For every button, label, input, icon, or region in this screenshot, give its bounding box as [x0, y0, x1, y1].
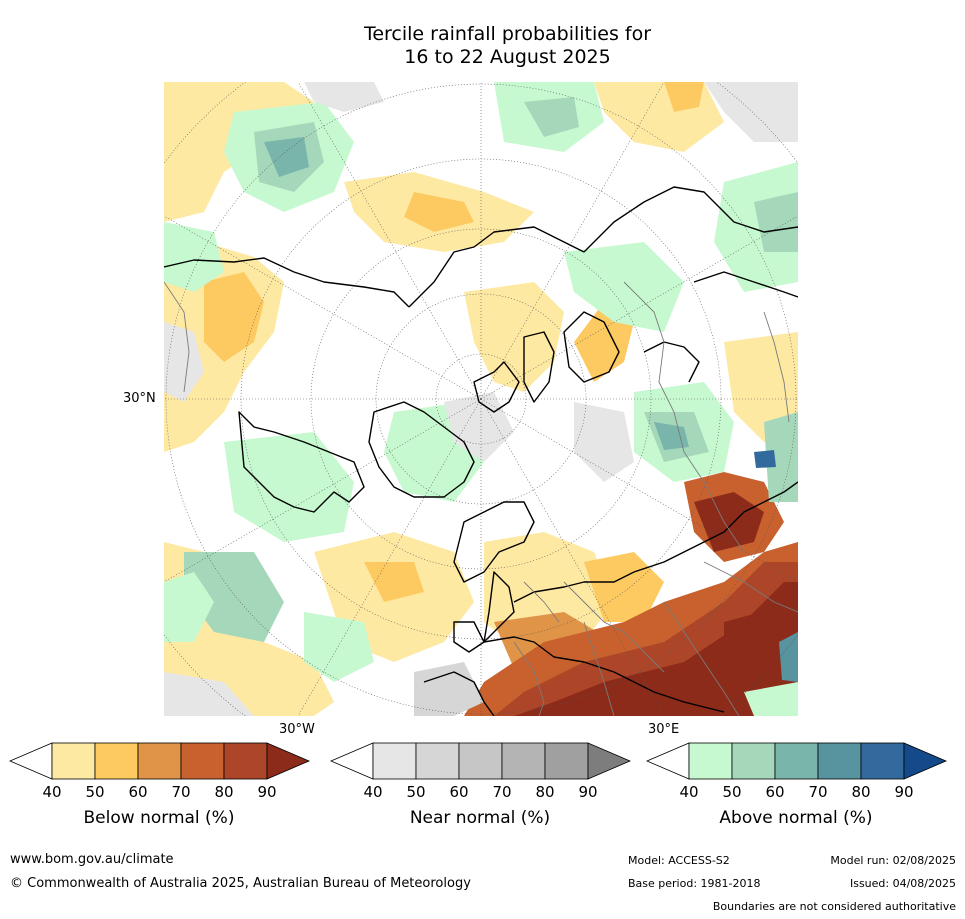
- below-colorbar-tick-label: 70: [171, 783, 191, 801]
- near-colorbar-tick-label: 70: [492, 783, 512, 801]
- near-colorbar-segment: [415, 742, 460, 780]
- above-colorbar-segment: [688, 742, 733, 780]
- footer-model: Model: ACCESS-S2: [628, 854, 730, 867]
- above-colorbar-segment: [860, 742, 905, 780]
- near-colorbar-low-arrow: [329, 742, 374, 780]
- below-colorbar-high-arrow: [266, 742, 311, 780]
- above-colorbar-high-arrow: [903, 742, 948, 780]
- footer-copyright: © Commonwealth of Australia 2025, Austra…: [10, 876, 471, 891]
- rainfall-probability-map: [164, 82, 798, 716]
- near-colorbar-segment: [458, 742, 503, 780]
- footer-model-run: Model run: 02/08/2025: [830, 854, 956, 867]
- footer-base-period: Base period: 1981-2018: [628, 877, 761, 890]
- near-colorbar-segment: [544, 742, 589, 780]
- above-colorbar-tick-label: 50: [722, 783, 742, 801]
- near-colorbar-segment: [372, 742, 417, 780]
- below-colorbar-tick-label: 90: [257, 783, 277, 801]
- above-normal-colorbar: [645, 742, 948, 780]
- below-normal-colorbar: [8, 742, 311, 780]
- below-colorbar-tick-label: 60: [128, 783, 148, 801]
- above-normal-regions: [164, 82, 798, 716]
- near-colorbar-tick-label: 90: [578, 783, 598, 801]
- above-normal-label: Above normal (%): [719, 808, 873, 828]
- above-colorbar-tick-label: 90: [894, 783, 914, 801]
- above-colorbar-segment: [731, 742, 776, 780]
- above-colorbar-tick-label: 80: [851, 783, 871, 801]
- near-colorbar-tick-label: 80: [535, 783, 555, 801]
- below-colorbar-low-arrow: [8, 742, 53, 780]
- above-colorbar-segment: [774, 742, 819, 780]
- below-colorbar-segment: [51, 742, 96, 780]
- near-normal-label: Near normal (%): [409, 808, 551, 828]
- footer-disclaimer: Boundaries are not considered authoritat…: [712, 900, 956, 913]
- below-colorbar-segment: [223, 742, 268, 780]
- lon-label-30w: 30°W: [279, 722, 315, 737]
- below-colorbar-segment: [137, 742, 182, 780]
- below-colorbar-segment: [180, 742, 225, 780]
- above-colorbar-tick-label: 70: [808, 783, 828, 801]
- above-colorbar-low-arrow: [645, 742, 690, 780]
- near-normal-colorbar: [329, 742, 632, 780]
- below-colorbar-segment: [94, 742, 139, 780]
- lon-label-30e: 30°E: [648, 722, 680, 737]
- coastlines: [164, 186, 798, 716]
- below-colorbar-tick-label: 50: [85, 783, 105, 801]
- below-colorbar-tick-label: 40: [42, 783, 62, 801]
- country-borders: [164, 281, 798, 716]
- footer-issued: Issued: 04/08/2025: [849, 877, 956, 890]
- above-colorbar-tick-label: 60: [765, 783, 785, 801]
- map-title-line2: 16 to 22 August 2025: [404, 46, 611, 68]
- above-colorbar-tick-label: 40: [679, 783, 699, 801]
- near-colorbar-tick-label: 40: [363, 783, 383, 801]
- below-normal-regions: [164, 82, 798, 716]
- footer-website: www.bom.gov.au/climate: [10, 852, 174, 867]
- near-colorbar-high-arrow: [587, 742, 632, 780]
- lat-label-30n: 30°N: [123, 391, 156, 406]
- near-colorbar-segment: [501, 742, 546, 780]
- below-normal-label: Below normal (%): [83, 808, 235, 828]
- near-colorbar-tick-label: 60: [449, 783, 469, 801]
- map-graticule: [164, 82, 798, 716]
- below-colorbar-tick-label: 80: [214, 783, 234, 801]
- map-title-line1: Tercile rainfall probabilities for: [363, 23, 652, 45]
- near-colorbar-tick-label: 50: [406, 783, 426, 801]
- above-colorbar-segment: [817, 742, 862, 780]
